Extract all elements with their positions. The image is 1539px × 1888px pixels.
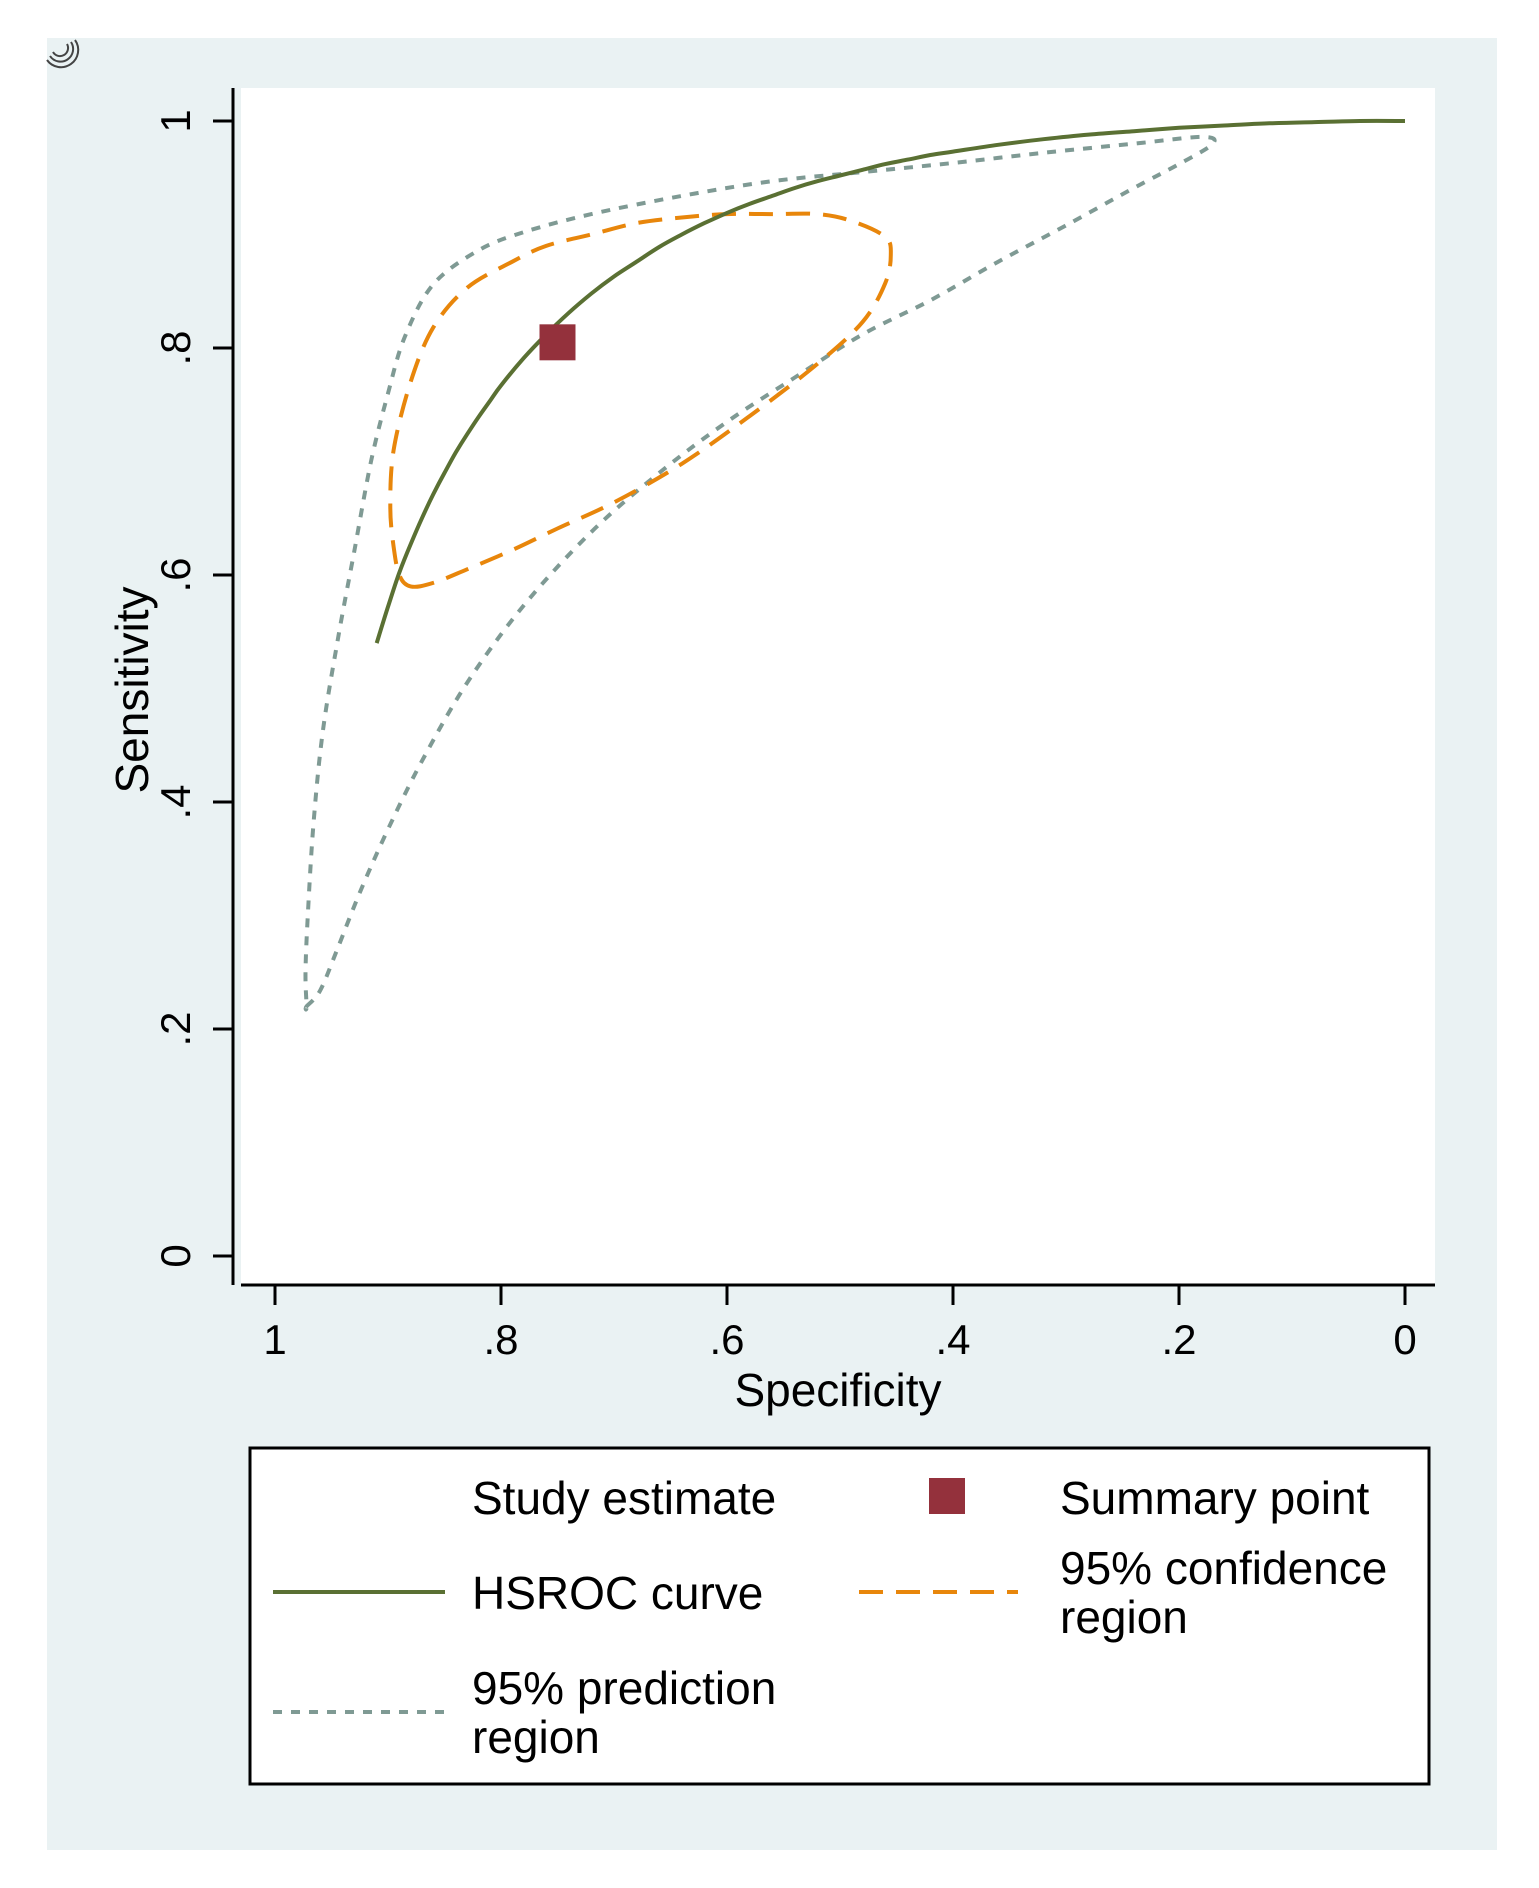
- prediction-region: [303, 134, 1217, 1012]
- y-tick-label: .2: [152, 1011, 199, 1046]
- legend-label-prediction-region-line1: 95% prediction: [472, 1662, 776, 1714]
- plot-area: [241, 88, 1435, 1285]
- legend-label-confidence-region-line1: 95% confidence: [1060, 1542, 1387, 1594]
- legend-label-study-estimate: Study estimate: [472, 1472, 776, 1524]
- confidence-region: [388, 211, 893, 589]
- x-tick-label: 0: [1393, 1316, 1416, 1363]
- legend-box: [248, 1446, 1431, 1786]
- hsroc-curve: [374, 118, 1406, 644]
- legend-marker-summary-point: [929, 1478, 965, 1514]
- y-ticks: 0 .2 .4 .6 .8 1: [152, 109, 233, 1268]
- y-tick-label: 0: [152, 1244, 199, 1267]
- y-axis: 0 .2 .4 .6 .8 1 Sensitivity: [106, 88, 235, 1285]
- y-tick-label: .4: [152, 784, 199, 819]
- y-tick-label: .8: [152, 330, 199, 365]
- x-tick-label: .8: [483, 1316, 518, 1363]
- plot-content: [303, 118, 1406, 1012]
- x-axis: 1 .8 .6 .4 .2 0 Specificity: [241, 1283, 1435, 1416]
- x-tick-label: .4: [935, 1316, 970, 1363]
- x-tick-label: .2: [1161, 1316, 1196, 1363]
- legend: Study estimate Summary point HSROC curve…: [248, 1446, 1431, 1786]
- x-tick-label: .6: [709, 1316, 744, 1363]
- x-tick-label: 1: [263, 1316, 286, 1363]
- x-ticks: 1 .8 .6 .4 .2 0: [263, 1285, 1417, 1363]
- corner-mark: [46, 39, 80, 69]
- legend-label-hsroc-curve: HSROC curve: [472, 1567, 763, 1619]
- legend-label-summary-point: Summary point: [1060, 1472, 1370, 1524]
- y-tick-label: .6: [152, 557, 199, 592]
- x-axis-title: Specificity: [734, 1364, 941, 1416]
- y-axis-title: Sensitivity: [106, 586, 158, 793]
- legend-label-confidence-region-line2: region: [1060, 1591, 1188, 1643]
- legend-label-prediction-region-line2: region: [472, 1711, 600, 1763]
- summary-point-marker: [539, 324, 576, 361]
- y-tick-label: 1: [152, 109, 199, 132]
